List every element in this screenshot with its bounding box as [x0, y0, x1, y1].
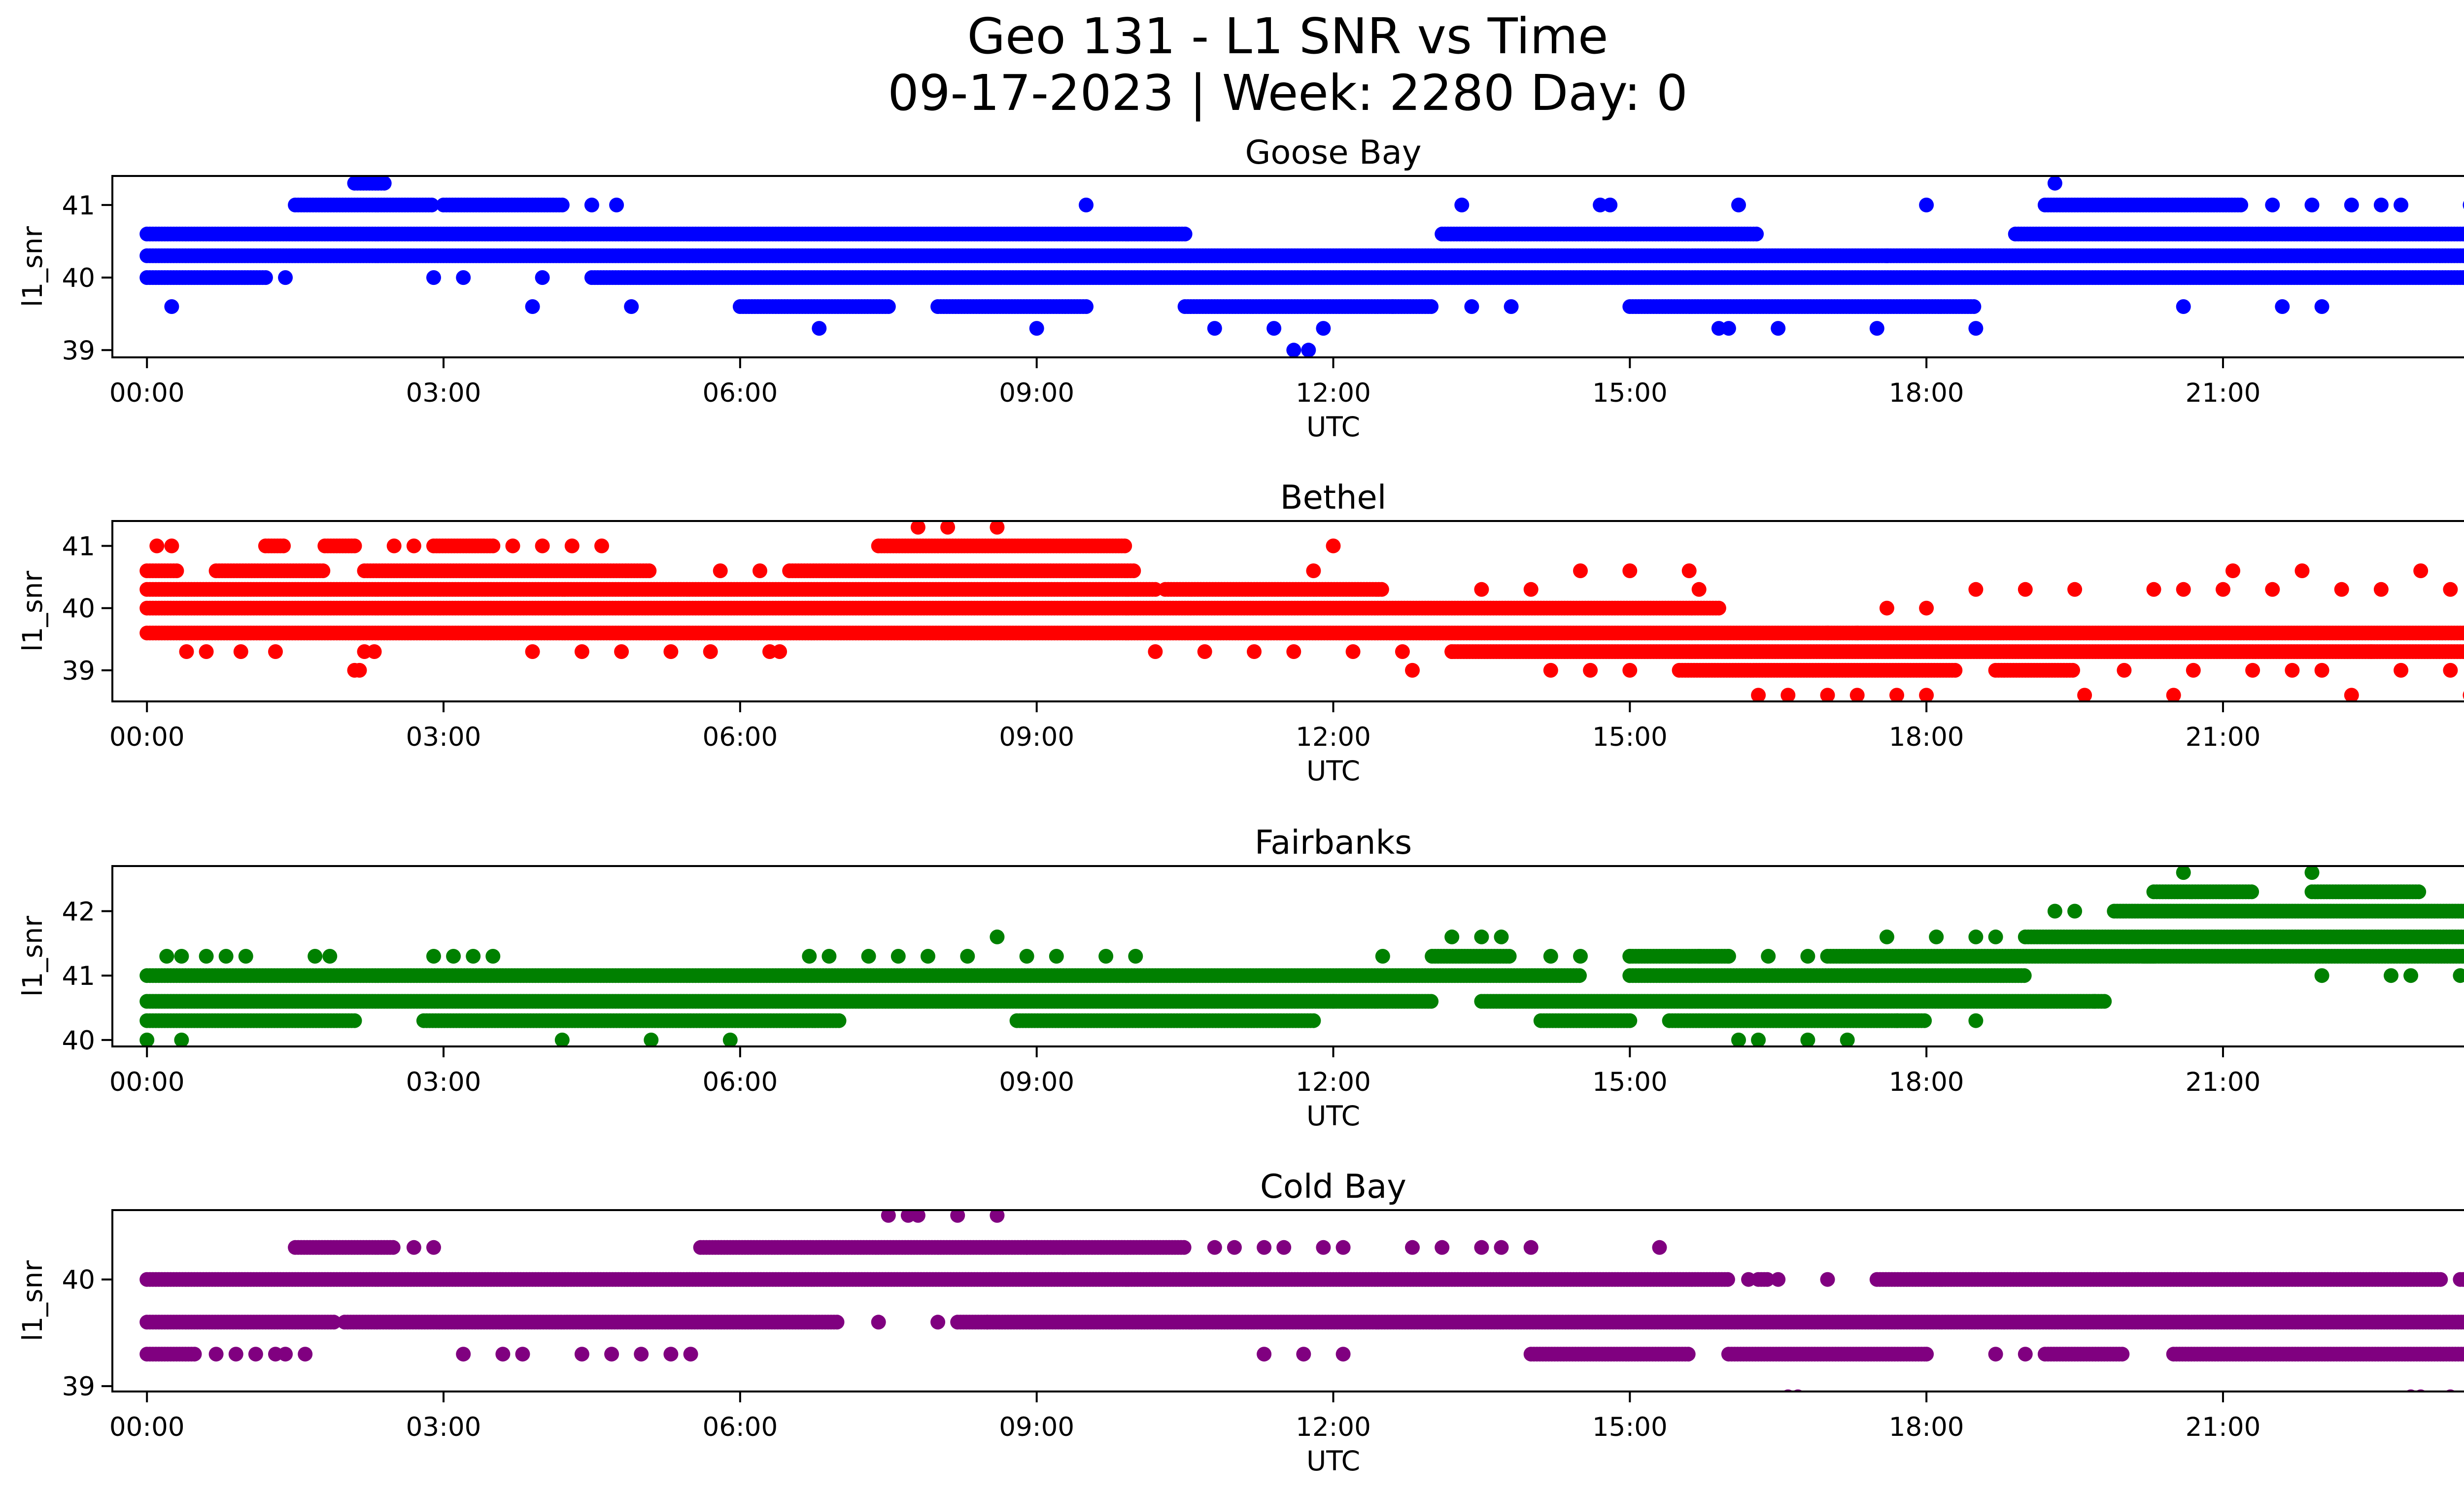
data-point	[424, 197, 439, 212]
data-point	[2314, 299, 2329, 314]
y-tick-label: 40	[62, 263, 95, 293]
subplot-title: Goose Bay	[1245, 133, 1422, 172]
data-point	[2047, 176, 2062, 191]
data-point	[1721, 321, 1736, 336]
data-point	[1504, 299, 1519, 314]
x-tick-label: 12:00	[1296, 378, 1371, 408]
data-point	[1711, 600, 1726, 616]
data-point	[1966, 299, 1982, 314]
data-point	[2176, 299, 2191, 314]
data-point	[609, 197, 624, 212]
data-point	[315, 563, 331, 578]
data-point	[164, 299, 179, 314]
data-point	[456, 270, 471, 285]
data-point	[2462, 272, 2464, 283]
data-point	[1771, 321, 1786, 336]
data-point	[1266, 321, 1282, 336]
data-point	[169, 563, 184, 578]
x-tick-label: 15:00	[1592, 378, 1668, 408]
data-point	[1454, 197, 1470, 212]
data-point	[1385, 299, 1400, 314]
y-tick-label: 41	[62, 191, 95, 221]
data-point	[812, 321, 827, 336]
x-tick-label: 03:00	[406, 378, 481, 408]
y-tick-label: 39	[62, 336, 95, 366]
subplot-0: Goose Bay 00:00 03:00 06:00 09:00 12:00 15:00 1…	[17, 133, 2464, 443]
data-point	[2344, 197, 2359, 212]
data-point	[2462, 627, 2464, 638]
figure-title-line-1: Geo 131 - L1 SNR vs Time	[967, 7, 1608, 65]
x-tick-label: 21:00	[2186, 378, 2261, 408]
data-point	[881, 299, 896, 314]
data-point	[2233, 197, 2249, 212]
data-point	[2462, 646, 2464, 657]
data-point	[2275, 299, 2290, 314]
x-tick-label: 00:00	[109, 378, 185, 408]
data-point	[1731, 197, 1746, 212]
data-point	[376, 176, 392, 191]
data-point	[535, 270, 550, 285]
data-point	[426, 270, 441, 285]
data-point	[1286, 343, 1301, 357]
data-point	[258, 270, 273, 285]
figure-title-line-2: 09-17-2023 | Week: 2280 Day: 0	[888, 64, 1688, 122]
x-tick-label: 09:00	[999, 378, 1074, 408]
x-tick-label: 06:00	[702, 378, 778, 408]
data-point	[1207, 321, 1222, 336]
data-point	[1029, 321, 1044, 336]
data-point	[554, 197, 570, 212]
data-point	[1879, 248, 1894, 263]
scatter-points	[139, 521, 2464, 701]
data-point	[1424, 299, 1439, 314]
y-axis-label: l1_snr	[17, 226, 48, 307]
data-point	[1301, 343, 1316, 357]
data-point	[278, 270, 293, 285]
x-tick-label: 18:00	[1889, 378, 1964, 408]
data-point	[525, 299, 540, 314]
data-point	[1919, 197, 1934, 212]
data-point	[1177, 226, 1193, 242]
data-point	[1374, 582, 1389, 597]
x-axis-label: UTC	[1306, 411, 1360, 443]
scatter-points	[139, 176, 2464, 357]
data-point	[1464, 299, 1479, 314]
data-point	[2265, 197, 2280, 212]
data-point	[584, 197, 599, 212]
data-point	[642, 563, 657, 578]
data-point	[2373, 197, 2389, 212]
data-point	[624, 299, 639, 314]
data-point	[1968, 321, 1984, 336]
data-point	[1749, 226, 1764, 242]
data-point	[2463, 201, 2464, 209]
data-point	[2462, 250, 2464, 261]
data-point	[1079, 197, 1094, 212]
data-point	[1603, 197, 1618, 212]
data-point	[2394, 197, 2409, 212]
data-point	[1079, 299, 1094, 314]
data-point	[1869, 321, 1884, 336]
data-point	[2462, 229, 2464, 240]
data-point	[2304, 197, 2320, 212]
data-point	[1316, 321, 1331, 336]
